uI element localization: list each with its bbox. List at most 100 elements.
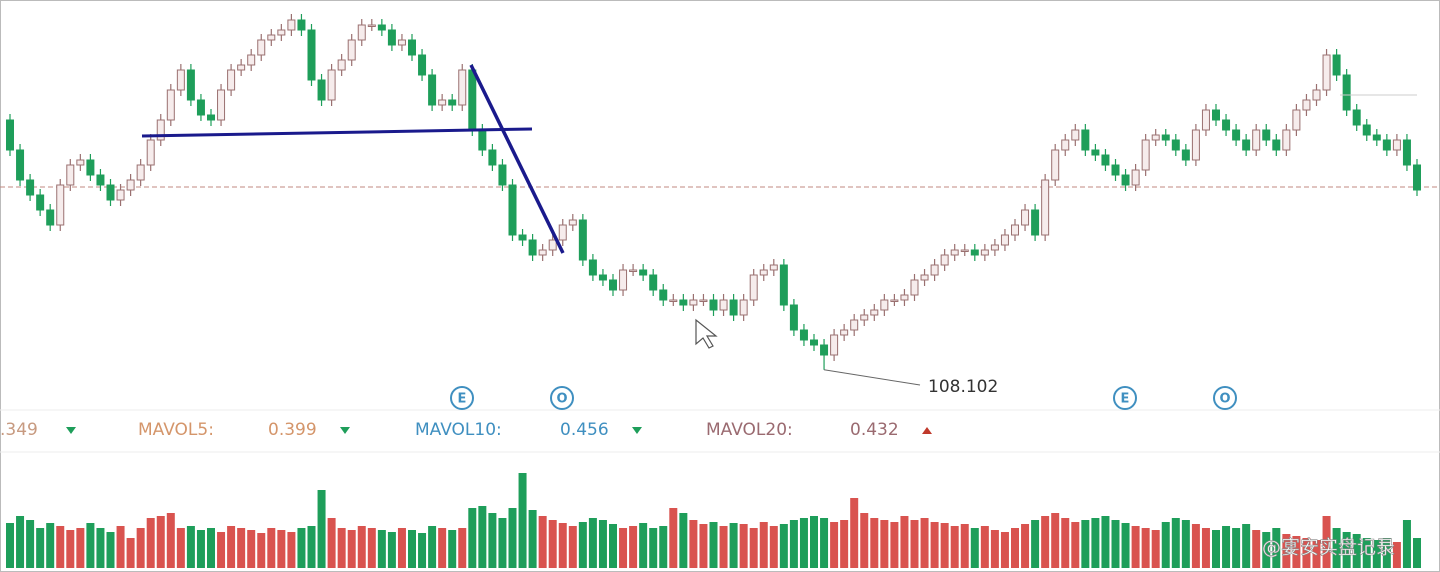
volume-bar: [418, 533, 427, 568]
volume-bar: [217, 532, 226, 568]
candle-body: [830, 334, 839, 356]
volume-bar: [287, 532, 296, 568]
marker-label: O: [1219, 392, 1230, 407]
volume-bar: [980, 526, 989, 568]
candle-body: [1191, 129, 1200, 161]
volume-bar: [76, 528, 85, 568]
volume-bar: [1191, 524, 1200, 568]
volume-bar: [56, 526, 65, 568]
candle-body: [528, 239, 537, 256]
marker-circle: [1113, 386, 1137, 410]
volume-bar: [26, 520, 35, 568]
candle-body: [950, 249, 959, 256]
volume-bar: [428, 526, 437, 568]
candle-body: [46, 209, 55, 226]
volume-bar: [588, 518, 597, 568]
volume-bar: [367, 528, 376, 568]
volume-bar: [769, 526, 778, 568]
candle-body: [1332, 54, 1341, 76]
volume-bar: [860, 513, 869, 568]
candle-body: [227, 69, 236, 91]
candle-body: [1222, 119, 1231, 131]
candle-body: [1292, 109, 1301, 131]
volume-bar: [267, 528, 276, 568]
indicator-arrow: [922, 427, 932, 434]
candle-body: [1121, 174, 1130, 186]
volume-bar: [759, 522, 768, 568]
volume-bar: [1402, 520, 1411, 568]
candle-body: [438, 99, 447, 106]
volume-bar: [739, 524, 748, 568]
volume-bar: [1282, 534, 1291, 568]
candle-body: [518, 234, 527, 241]
candle-body: [146, 139, 155, 166]
trend-line: [141, 127, 533, 138]
candle-body: [649, 274, 658, 291]
volume-bar: [1262, 532, 1271, 568]
indicator-value: 0.456: [560, 420, 609, 440]
candle-body: [930, 264, 939, 276]
volume-bar: [156, 516, 165, 568]
volume-bar: [799, 518, 808, 568]
candle-body: [317, 79, 326, 101]
volume-bar: [1021, 524, 1030, 568]
volume-bar: [779, 524, 788, 568]
volume-bar: [1222, 526, 1231, 568]
candle-body: [880, 299, 889, 311]
candle-body: [408, 39, 416, 56]
volume-bar: [970, 528, 979, 568]
volume-bar: [840, 520, 849, 568]
candle-body: [769, 264, 778, 271]
candle-body: [1312, 89, 1321, 101]
candle-body: [387, 29, 396, 46]
marker-label: E: [458, 392, 467, 407]
volume-bar: [46, 523, 55, 568]
volume-legend: .349 MAVOL5: 0.399 MAVOL10: 0.456 MAVOL20: 0.4…: [0, 420, 932, 440]
volume-bar: [528, 510, 537, 568]
volume-bar: [699, 524, 708, 568]
volume-bar: [116, 526, 125, 568]
volume-bar: [1312, 540, 1321, 568]
candle-body: [1272, 139, 1281, 151]
candle-body: [1000, 234, 1009, 246]
candle-body: [1382, 139, 1391, 151]
candle-body: [699, 299, 708, 302]
candle-body: [1041, 179, 1050, 236]
low-leader: [823, 369, 921, 386]
candle-body: [1322, 54, 1331, 91]
volume-bar: [950, 526, 959, 568]
candle-body: [428, 74, 437, 106]
low-label: 108.102: [928, 377, 998, 397]
volume-bar: [1000, 532, 1009, 568]
volume-bar: [1131, 526, 1140, 568]
volume-bar: [709, 522, 718, 568]
volume-bar: [136, 528, 145, 568]
volume-bar: [277, 530, 286, 568]
candle-body: [86, 159, 95, 176]
volume-bar: [1322, 516, 1331, 568]
candle-body: [106, 184, 115, 201]
candle-body: [458, 69, 467, 106]
candle-body: [759, 269, 768, 276]
candle-body: [1141, 139, 1150, 171]
candle-body: [156, 119, 165, 141]
volume-bar: [106, 532, 115, 568]
volume-bar: [1101, 516, 1110, 568]
volume-bar: [749, 528, 758, 568]
candle-body: [16, 149, 25, 181]
candle-body: [789, 304, 798, 331]
candle-body: [588, 259, 597, 276]
volume-bar: [1141, 528, 1150, 568]
volume-bar: [237, 528, 246, 568]
candle-body: [850, 319, 859, 331]
volume-bar: [1342, 532, 1351, 568]
volume-bar: [619, 528, 628, 568]
candle-body: [1342, 74, 1351, 111]
volume-bar: [307, 526, 316, 568]
volume-bar: [639, 523, 648, 568]
candle-body: [377, 24, 386, 31]
volume-bar: [1201, 528, 1210, 568]
volume-bar: [1071, 522, 1080, 568]
candle-body: [307, 29, 316, 81]
volume-bar: [1212, 530, 1220, 568]
